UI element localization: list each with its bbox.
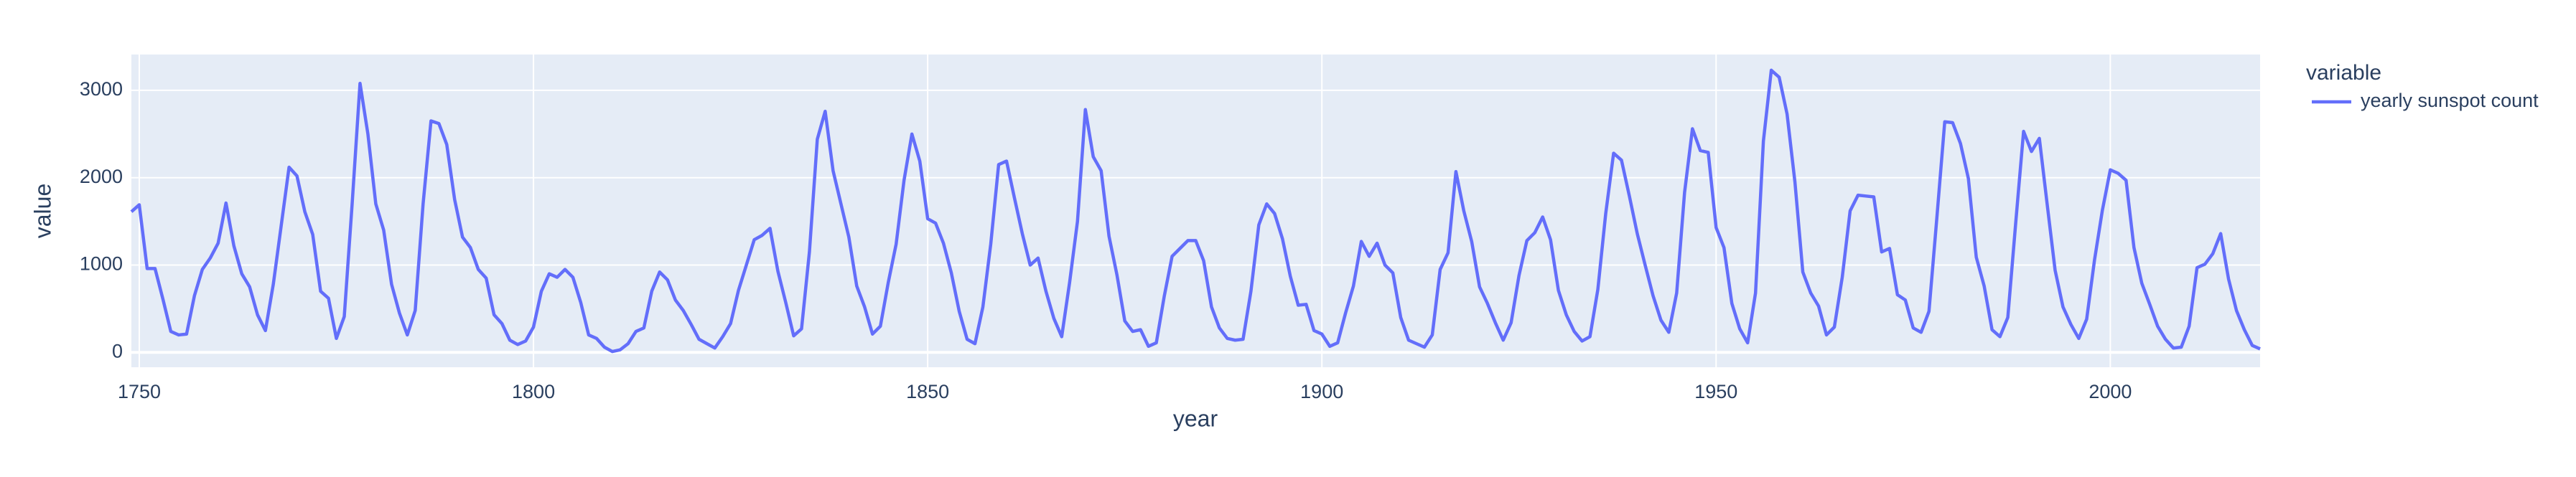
plot-area	[131, 55, 2260, 367]
x-tick-label: 1900	[1300, 381, 1343, 402]
y-tick-label: 2000	[80, 166, 123, 187]
x-tick-label: 1750	[118, 381, 161, 402]
x-tick-label: 1950	[1694, 381, 1737, 402]
series-line	[130, 68, 2261, 354]
legend-label: yearly sunspot count	[2361, 90, 2539, 111]
legend-title: variable	[2306, 61, 2381, 85]
x-tick-label: 1850	[906, 381, 949, 402]
y-tick-label: 3000	[80, 78, 123, 100]
x-tick-label: 2000	[2089, 381, 2132, 402]
y-tick-label: 1000	[80, 253, 123, 275]
x-axis-title: year	[1173, 405, 1218, 431]
y-tick-label: 0	[112, 340, 123, 362]
y-axis-title: value	[29, 184, 55, 239]
x-tick-label: 1800	[512, 381, 555, 402]
